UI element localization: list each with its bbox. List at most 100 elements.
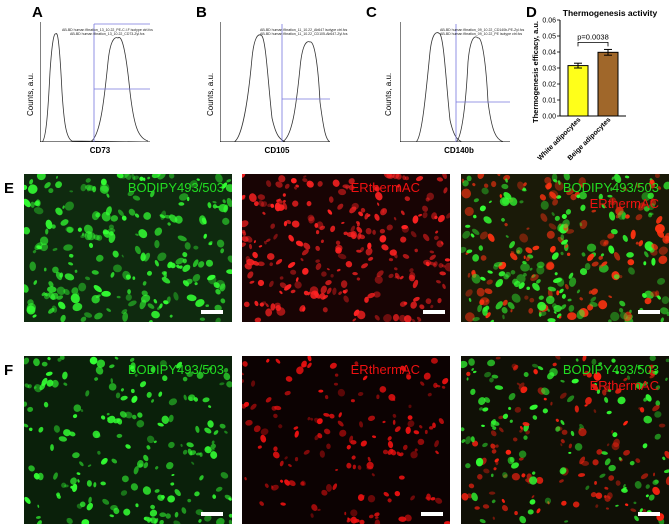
cell [271, 485, 274, 489]
cell [582, 356, 587, 362]
cell [33, 386, 37, 389]
cell [652, 405, 660, 412]
cell [330, 274, 334, 278]
cell [286, 219, 292, 225]
cell [388, 258, 394, 262]
cell [258, 245, 263, 248]
cell [44, 182, 51, 189]
cell [644, 290, 654, 299]
cell [187, 448, 193, 456]
cell [63, 429, 71, 437]
cell [107, 228, 116, 233]
cell [377, 202, 380, 206]
cell [392, 397, 396, 402]
cell [538, 309, 542, 314]
cell [207, 420, 214, 428]
cell [150, 190, 155, 198]
cell [595, 492, 603, 499]
cell [33, 384, 42, 393]
scale-bar [201, 512, 223, 516]
cell [63, 288, 70, 296]
cell [43, 401, 49, 408]
cell [321, 271, 327, 277]
cell [560, 439, 565, 444]
cell [222, 199, 226, 204]
cell [414, 248, 418, 253]
cell [86, 502, 94, 511]
cell [213, 430, 219, 435]
cell [45, 219, 53, 230]
cell [472, 370, 477, 374]
cell [56, 175, 58, 179]
micrograph-f-red: ERthermAC [242, 356, 450, 524]
stain-label-f-erthermac: ERthermAC [350, 362, 420, 377]
cell [479, 299, 485, 306]
cell [168, 414, 174, 423]
cell [394, 267, 398, 271]
cell [110, 215, 119, 222]
cell [580, 204, 586, 212]
cell [146, 445, 151, 450]
cell [319, 450, 325, 458]
cell [647, 203, 656, 211]
cell [129, 357, 135, 362]
cell [196, 178, 200, 181]
cell [633, 501, 637, 505]
cell [388, 273, 394, 279]
cell [56, 492, 61, 497]
cell [657, 186, 662, 190]
cell [466, 371, 471, 377]
cell [308, 182, 312, 185]
cell [116, 174, 124, 179]
cell [442, 174, 447, 180]
cell [503, 274, 509, 280]
micrograph-e-merge: BODIPY493/503 ERthermAC [461, 174, 669, 322]
cell [44, 292, 48, 297]
cell [656, 229, 665, 238]
cell [33, 280, 38, 285]
cell [82, 232, 84, 237]
cell [273, 302, 281, 309]
cell [480, 276, 486, 281]
cell [195, 425, 200, 433]
cell [124, 411, 133, 419]
cell [379, 386, 387, 393]
cell [208, 367, 213, 371]
cell [74, 269, 78, 273]
cell [207, 202, 212, 209]
cell [578, 177, 586, 187]
panel-label-a: A [32, 4, 43, 21]
cell [153, 440, 157, 444]
cell [270, 303, 276, 311]
cell [540, 213, 548, 222]
cell [267, 203, 272, 208]
cell [665, 358, 669, 363]
cell [151, 399, 155, 403]
cell [555, 356, 561, 360]
cell [610, 229, 618, 235]
cell [136, 460, 144, 468]
cell [367, 242, 372, 250]
cell [242, 229, 246, 234]
cell [640, 473, 649, 480]
cell [278, 424, 283, 429]
cell [639, 508, 643, 513]
cell [494, 385, 504, 390]
cell [552, 277, 563, 283]
cell [511, 293, 521, 303]
cell [627, 259, 635, 266]
cell [284, 284, 292, 291]
cell [108, 233, 116, 244]
cell [367, 292, 375, 299]
cell [654, 174, 660, 179]
cell [465, 289, 473, 297]
cell [147, 176, 151, 180]
cell [335, 240, 341, 245]
cell [664, 450, 669, 459]
cell [308, 216, 315, 224]
cell [130, 388, 135, 394]
cell [186, 371, 193, 377]
cell [478, 245, 483, 251]
cell [497, 174, 501, 177]
p-value-label: p=0.0038 [577, 32, 609, 41]
